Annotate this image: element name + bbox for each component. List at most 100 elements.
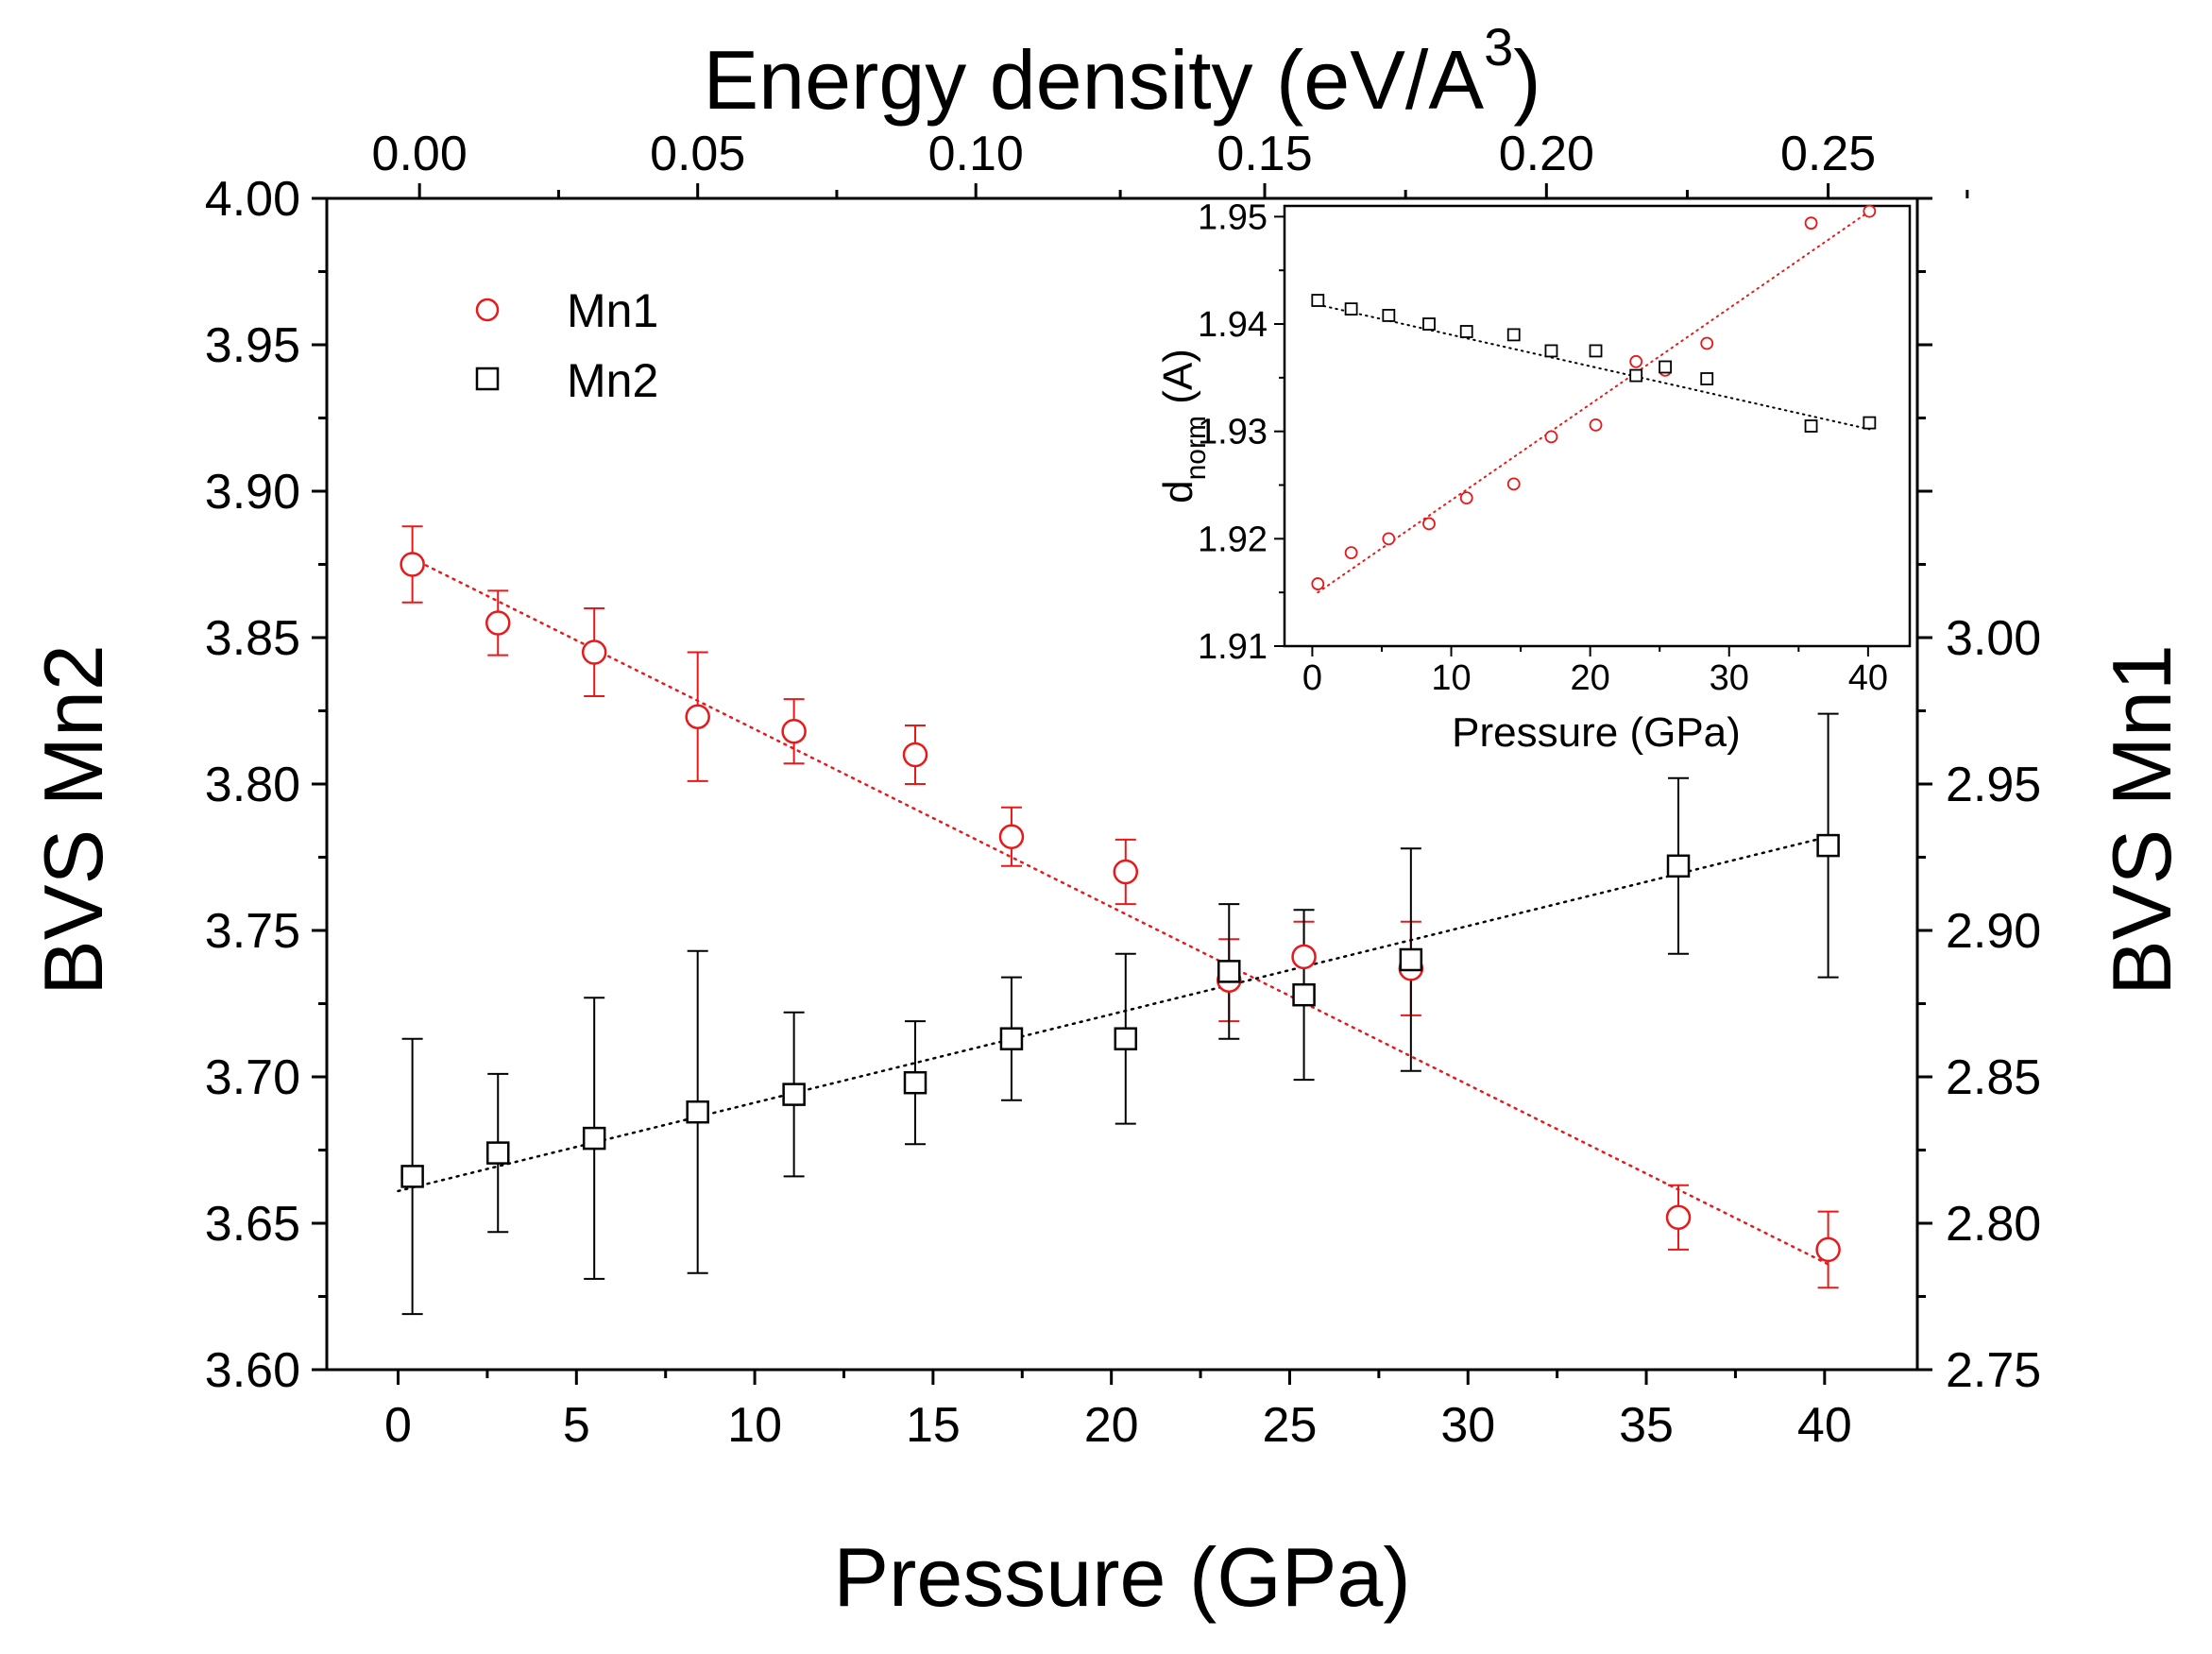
- mn2-point: [1114, 1027, 1138, 1050]
- left-tick-label: 3.70: [205, 1050, 300, 1105]
- inset-mn1-point: [1863, 204, 1877, 218]
- left-tick-label: 3.90: [205, 465, 300, 520]
- inset-mn1-point: [1544, 430, 1558, 444]
- mn1-point: [581, 639, 607, 665]
- x-tick-label: 0: [384, 1398, 412, 1453]
- mn1-point: [685, 704, 710, 729]
- inset-x-tick-label: 10: [1431, 658, 1471, 698]
- mn2-point: [782, 1083, 806, 1106]
- x-tick-label: 40: [1797, 1398, 1852, 1453]
- left-tick-label: 3.75: [205, 904, 300, 959]
- inset-mn1-point: [1422, 517, 1436, 531]
- mn2-point: [400, 1165, 424, 1188]
- inset-mn1-point: [1344, 546, 1358, 560]
- x-tick-label: 35: [1619, 1398, 1674, 1453]
- right-tick-label: 2.80: [1946, 1197, 2041, 1252]
- mn1-point: [781, 718, 807, 744]
- inset-mn2-point: [1506, 328, 1521, 342]
- inset-y-tick-label: 1.94: [1198, 305, 1268, 345]
- inset-mn2-point: [1382, 309, 1396, 322]
- inset-mn2-point: [1422, 317, 1436, 331]
- left-tick-label: 3.65: [205, 1197, 300, 1252]
- x-tick-label: 20: [1084, 1398, 1139, 1453]
- right-tick-label: 2.85: [1946, 1050, 2041, 1105]
- right-tick-label: 2.95: [1946, 758, 2041, 812]
- right-tick-label: 2.75: [1946, 1343, 2041, 1398]
- inset-y-title-sub: norm: [1181, 416, 1212, 480]
- inset-mn2-point: [1589, 344, 1603, 358]
- mn1-point: [1113, 859, 1139, 885]
- left-axis-title: BVS Mn2: [26, 644, 120, 996]
- x-tick-label: 25: [1263, 1398, 1318, 1453]
- inset-y-tick-label: 1.91: [1198, 627, 1268, 667]
- inset-x-tick-label: 0: [1302, 658, 1322, 698]
- inset-mn1-point: [1629, 354, 1643, 368]
- mn1-fit-line: [411, 557, 1829, 1266]
- mn1-point: [1815, 1236, 1841, 1263]
- inset-x-tick-label: 30: [1710, 658, 1749, 698]
- mn2-point: [1292, 982, 1316, 1007]
- top-tick-label: 0.05: [650, 127, 745, 181]
- inset-y-tick-label: 1.92: [1198, 520, 1268, 559]
- inset-mn2-point: [1629, 368, 1643, 383]
- x-tick-label: 5: [563, 1398, 590, 1453]
- legend-marker-mn2: [475, 367, 500, 391]
- top-axis-title: Energy density (eV/A3): [703, 17, 1540, 127]
- legend: Mn1 Mn2: [475, 284, 658, 407]
- mn1-point: [1291, 944, 1317, 970]
- mn2-point: [903, 1070, 927, 1095]
- left-tick-label: 3.80: [205, 758, 300, 812]
- left-tick-label: 3.85: [205, 611, 300, 666]
- main-fit-lines: [397, 557, 1829, 1266]
- mn2-point: [485, 1141, 510, 1165]
- mn1-point: [485, 610, 511, 636]
- inset-y-tick-label: 1.95: [1198, 197, 1268, 237]
- top-tick-label: 0.00: [372, 127, 468, 181]
- top-axis-title-sup: 3: [1484, 17, 1513, 77]
- x-axis-title: Pressure (GPa): [833, 1530, 1410, 1624]
- x-tick-label: 15: [906, 1398, 961, 1453]
- top-tick-label: 0.25: [1780, 127, 1876, 181]
- inset-fit-lines: [1317, 210, 1871, 594]
- inset-mn1-point: [1382, 532, 1396, 546]
- right-axis-title: BVS Mn1: [2095, 644, 2188, 996]
- inset-mn2-point: [1700, 372, 1714, 385]
- inset-y-title-unit: (A): [1155, 349, 1201, 416]
- mn2-point: [1666, 854, 1691, 878]
- mn2-point: [686, 1100, 709, 1124]
- legend-label-mn2: Mn2: [567, 354, 658, 407]
- mn1-point: [400, 552, 425, 577]
- mn2-point: [582, 1126, 606, 1151]
- inset-x-tick-label: 20: [1571, 658, 1610, 698]
- inset-mn2-fit-line: [1317, 303, 1871, 431]
- inset-mn2-point: [1804, 419, 1818, 433]
- x-tick-label: 10: [727, 1398, 782, 1453]
- top-axis-title-main: Energy density (eV/A: [703, 33, 1484, 127]
- inset-mn2-point: [1659, 360, 1672, 374]
- main-ticks: 0 5 10 15 20 25 30 35 40 3.60 3.65 3.70 3.75 3.80 3.85…: [205, 127, 2041, 1453]
- inset-mn2-point: [1459, 325, 1473, 338]
- inset-mn1-point: [1589, 418, 1603, 432]
- inset-y-tick-label: 1.93: [1198, 413, 1268, 452]
- inset-mn2-point: [1544, 344, 1558, 358]
- top-tick-label: 0.15: [1217, 127, 1312, 181]
- mn1-point: [1665, 1204, 1692, 1231]
- left-tick-label: 3.60: [205, 1343, 300, 1398]
- inset-mn2-point: [1863, 416, 1877, 430]
- inset-x-tick-label: 40: [1848, 658, 1888, 698]
- inset-mn1-point: [1506, 477, 1521, 491]
- top-tick-label: 0.20: [1499, 127, 1594, 181]
- inset-ticks: 0 10 20 30 40 1.91 1.92 1.93 1.94 1.95: [1198, 197, 1888, 698]
- inset-mn2-point: [1311, 294, 1325, 307]
- inset-mn1-point: [1459, 491, 1473, 505]
- right-tick-label: 2.90: [1946, 904, 2041, 959]
- left-tick-label: 4.00: [205, 172, 300, 227]
- inset-y-axis-title: dnorm (A): [1155, 349, 1212, 503]
- inset-mn1-point: [1311, 577, 1325, 590]
- x-tick-label: 30: [1440, 1398, 1495, 1453]
- inset-mn2-point: [1344, 302, 1358, 316]
- legend-label-mn1: Mn1: [567, 284, 658, 337]
- inset-mn1-point: [1700, 336, 1714, 350]
- mn2-fit-line: [397, 835, 1829, 1193]
